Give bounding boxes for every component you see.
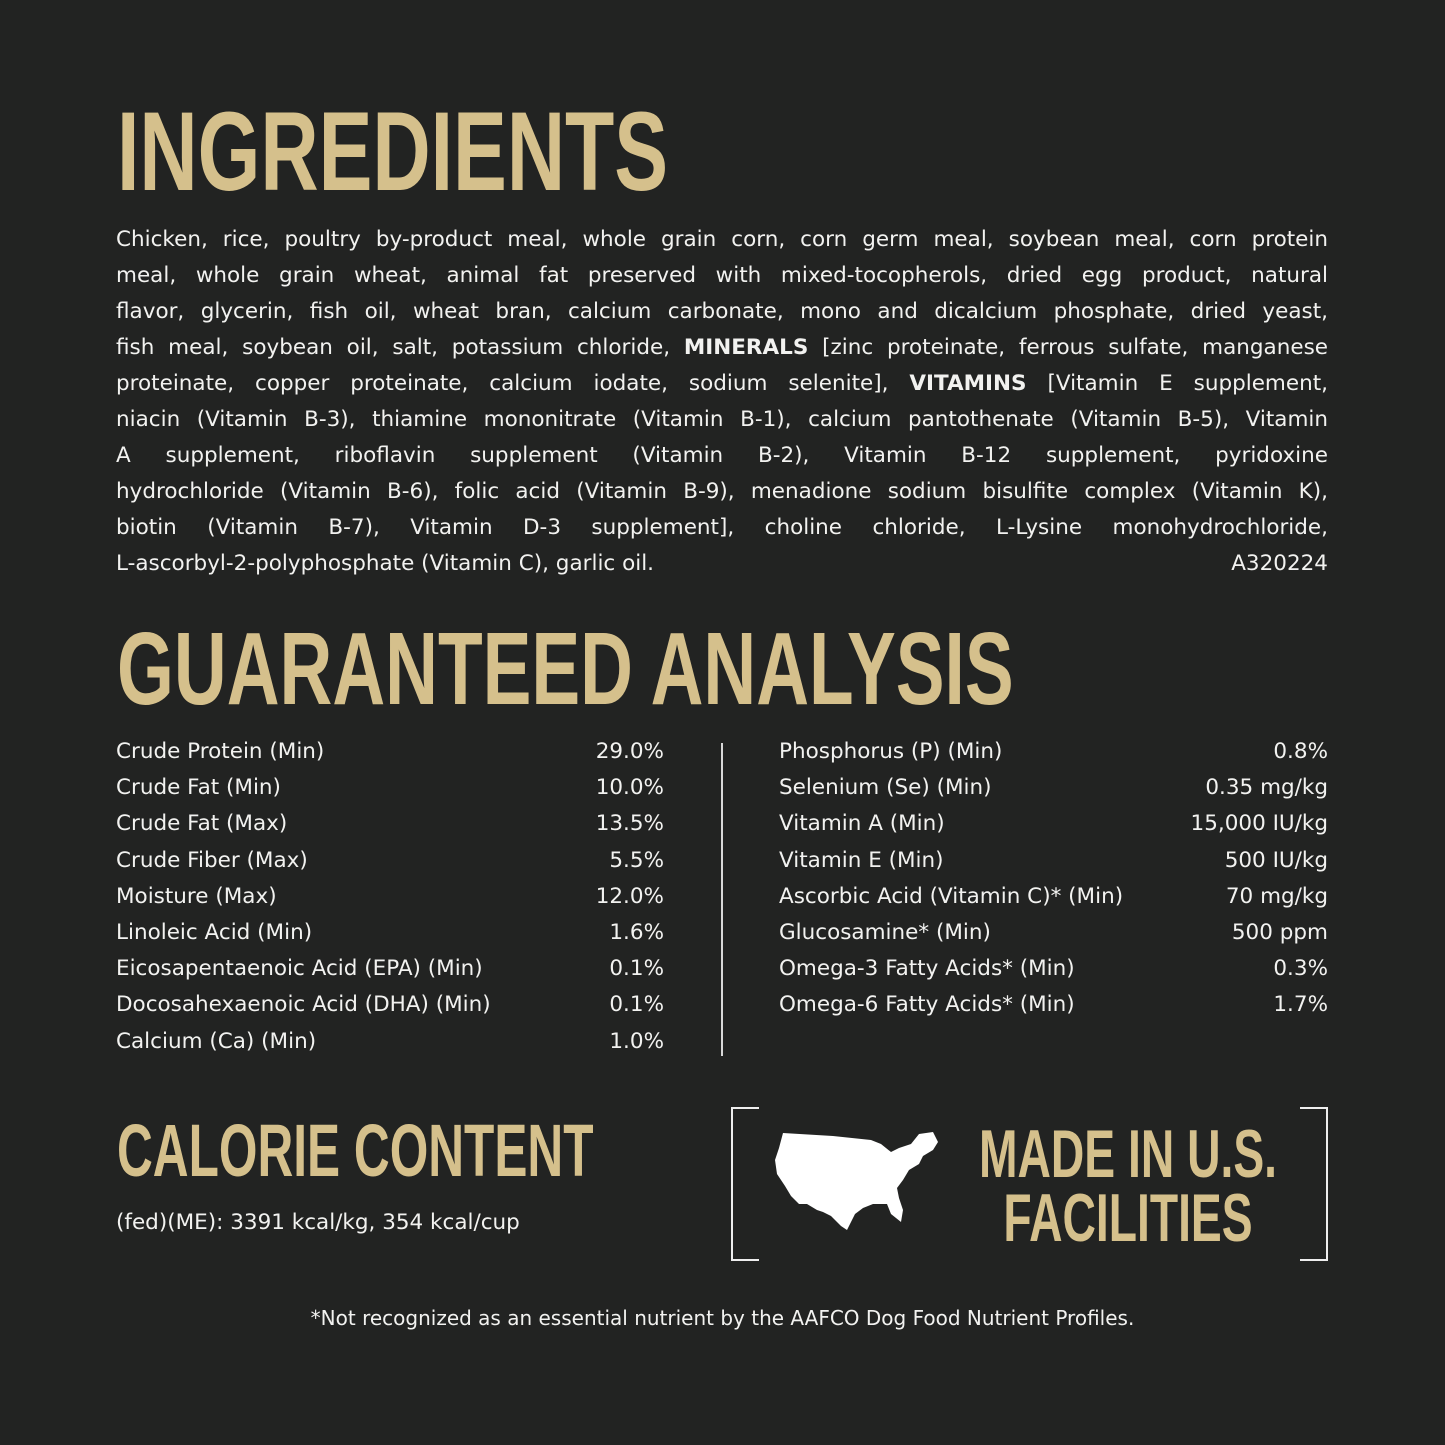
nutrient-value: 1.6% [609, 919, 664, 945]
ingredients-bold-label: VITAMINS [909, 371, 1027, 396]
ingredients-line: hydrochloride (Vitamin B-6), folic acid … [116, 474, 1328, 510]
ingredients-text: biotin (Vitamin B-7), Vitamin D-3 supple… [116, 515, 1328, 540]
nutrient-value: 29.0% [595, 739, 664, 764]
ingredients-line: proteinate, copper proteinate, calcium i… [116, 366, 1328, 402]
nutrient-value: 0.8% [1273, 739, 1328, 764]
analysis-row: Crude Protein (Min) 29.0% [116, 734, 664, 770]
nutrient-name: Omega-6 Fatty Acids* (Min) [779, 992, 1075, 1018]
nutrient-value: 1.0% [609, 1028, 664, 1054]
ingredients-list: Chicken, rice, poultry by-product meal, … [116, 222, 1328, 582]
nutrient-value: 500 IU/kg [1224, 847, 1328, 873]
nutrient-name: Calcium (Ca) (Min) [116, 1028, 317, 1054]
analysis-row: Vitamin E (Min) 500 IU/kg [779, 843, 1328, 879]
nutrient-name: Omega-3 Fatty Acids* (Min) [779, 956, 1075, 982]
analysis-row: Crude Fat (Min) 10.0% [116, 770, 664, 806]
ingredients-text: meal, whole grain wheat, animal fat pres… [116, 263, 1328, 288]
nutrient-name: Vitamin E (Min) [779, 847, 944, 873]
left-bracket [731, 1107, 759, 1261]
nutrient-value: 70 mg/kg [1225, 883, 1328, 909]
nutrient-name: Crude Fiber (Max) [116, 847, 308, 873]
ingredients-title: INGREDIENTS [117, 89, 669, 214]
nutrient-name: Eicosapentaenoic Acid (EPA) (Min) [116, 956, 483, 982]
nutrient-value: 0.1% [609, 956, 664, 982]
ingredients-text: [Vitamin E supplement, [1026, 371, 1328, 396]
nutrient-value: 10.0% [595, 775, 664, 801]
analysis-row: Omega-6 Fatty Acids* (Min) 1.7% [779, 987, 1328, 1023]
analysis-row: Phosphorus (P) (Min) 0.8% [779, 734, 1328, 770]
ingredients-text: hydrochloride (Vitamin B-6), folic acid … [116, 479, 1328, 504]
analysis-row: Crude Fiber (Max) 5.5% [116, 843, 664, 879]
analysis-row: Glucosamine* (Min) 500 ppm [779, 915, 1328, 951]
nutrient-name: Moisture (Max) [116, 883, 277, 909]
nutrient-value: 15,000 IU/kg [1190, 811, 1328, 837]
ingredients-text: A supplement, riboflavin supplement (Vit… [116, 443, 1328, 468]
nutrient-value: 0.35 mg/kg [1205, 775, 1328, 801]
column-divider [721, 743, 723, 1056]
analysis-row: Ascorbic Acid (Vitamin C)* (Min) 70 mg/kg [779, 879, 1328, 915]
calorie-content-text: (fed)(ME): 3391 kcal/kg, 354 kcal/cup [116, 1210, 520, 1235]
analysis-row: Eicosapentaenoic Acid (EPA) (Min) 0.1% [116, 951, 664, 987]
nutrient-value: 0.1% [609, 992, 664, 1018]
ingredients-text: [zinc proteinate, ferrous sulfate, manga… [808, 335, 1328, 360]
nutrient-name: Phosphorus (P) (Min) [779, 739, 1003, 764]
analysis-row: Calcium (Ca) (Min) 1.0% [116, 1024, 664, 1060]
nutrient-value: 500 ppm [1231, 919, 1328, 945]
ingredients-line: Chicken, rice, poultry by-product meal, … [116, 222, 1328, 258]
nutrient-name: Glucosamine* (Min) [779, 919, 991, 945]
analysis-row: Selenium (Se) (Min) 0.35 mg/kg [779, 770, 1328, 806]
ingredients-line: flavor, glycerin, fish oil, wheat bran, … [116, 294, 1328, 330]
calorie-content-title: CALORIE CONTENT [117, 1109, 594, 1192]
ingredients-text: Chicken, rice, poultry by-product meal, … [116, 227, 1328, 252]
formula-code: A320224 [1231, 551, 1328, 576]
us-map-icon [775, 1132, 938, 1230]
analysis-row: Crude Fat (Max) 13.5% [116, 806, 664, 842]
nutrient-name: Vitamin A (Min) [779, 811, 945, 837]
ingredients-line: niacin (Vitamin B-3), thiamine mononitra… [116, 402, 1328, 438]
nutrient-value: 12.0% [595, 883, 664, 909]
analysis-row: Moisture (Max) 12.0% [116, 879, 664, 915]
ingredients-line: meal, whole grain wheat, animal fat pres… [116, 258, 1328, 294]
nutrient-name: Crude Fat (Max) [116, 811, 288, 837]
nutrient-name: Selenium (Se) (Min) [779, 775, 992, 801]
nutrient-name: Crude Fat (Min) [116, 775, 281, 801]
ingredients-text: L-ascorbyl-2-polyphosphate (Vitamin C), … [116, 551, 655, 576]
analysis-row: Linoleic Acid (Min) 1.6% [116, 915, 664, 951]
nutrient-name: Docosahexaenoic Acid (DHA) (Min) [116, 992, 491, 1018]
nutrient-name: Ascorbic Acid (Vitamin C)* (Min) [779, 883, 1124, 909]
nutrient-value: 13.5% [595, 811, 664, 837]
nutrient-value: 5.5% [609, 847, 664, 873]
ingredients-text: niacin (Vitamin B-3), thiamine mononitra… [116, 407, 1328, 432]
nutrient-name: Crude Protein (Min) [116, 739, 325, 764]
ingredients-bold-label: MINERALS [683, 335, 809, 360]
analysis-row: Vitamin A (Min) 15,000 IU/kg [779, 806, 1328, 842]
nutrient-name: Linoleic Acid (Min) [116, 919, 313, 945]
ingredients-text: fish meal, soybean oil, salt, potassium … [116, 335, 684, 360]
analysis-row: Docosahexaenoic Acid (DHA) (Min) 0.1% [116, 987, 664, 1023]
footnote: *Not recognized as an essential nutrient… [310, 1306, 1135, 1330]
ingredients-line: A supplement, riboflavin supplement (Vit… [116, 438, 1328, 474]
analysis-right-column: Phosphorus (P) (Min) 0.8% Selenium (Se) (M… [779, 734, 1328, 1024]
nutrient-value: 0.3% [1273, 956, 1328, 982]
made-in-us-line2: FACILITIES [1003, 1180, 1253, 1256]
analysis-row: Omega-3 Fatty Acids* (Min) 0.3% [779, 951, 1328, 987]
guaranteed-analysis-title: GUARANTEED ANALYSIS [117, 611, 1014, 726]
ingredients-line: fish meal, soybean oil, salt, potassium … [116, 330, 1328, 366]
ingredients-text: proteinate, copper proteinate, calcium i… [116, 371, 910, 396]
analysis-left-column: Crude Protein (Min) 29.0% Crude Fat (Min) 1… [116, 734, 664, 1060]
ingredients-line: L-ascorbyl-2-polyphosphate (Vitamin C), … [116, 546, 1328, 582]
nutrient-value: 1.7% [1273, 992, 1328, 1018]
right-bracket [1300, 1107, 1328, 1261]
ingredients-line: biotin (Vitamin B-7), Vitamin D-3 supple… [116, 510, 1328, 546]
ingredients-text: flavor, glycerin, fish oil, wheat bran, … [116, 299, 1328, 324]
made-in-us-line1: MADE IN U.S. [978, 1116, 1278, 1192]
